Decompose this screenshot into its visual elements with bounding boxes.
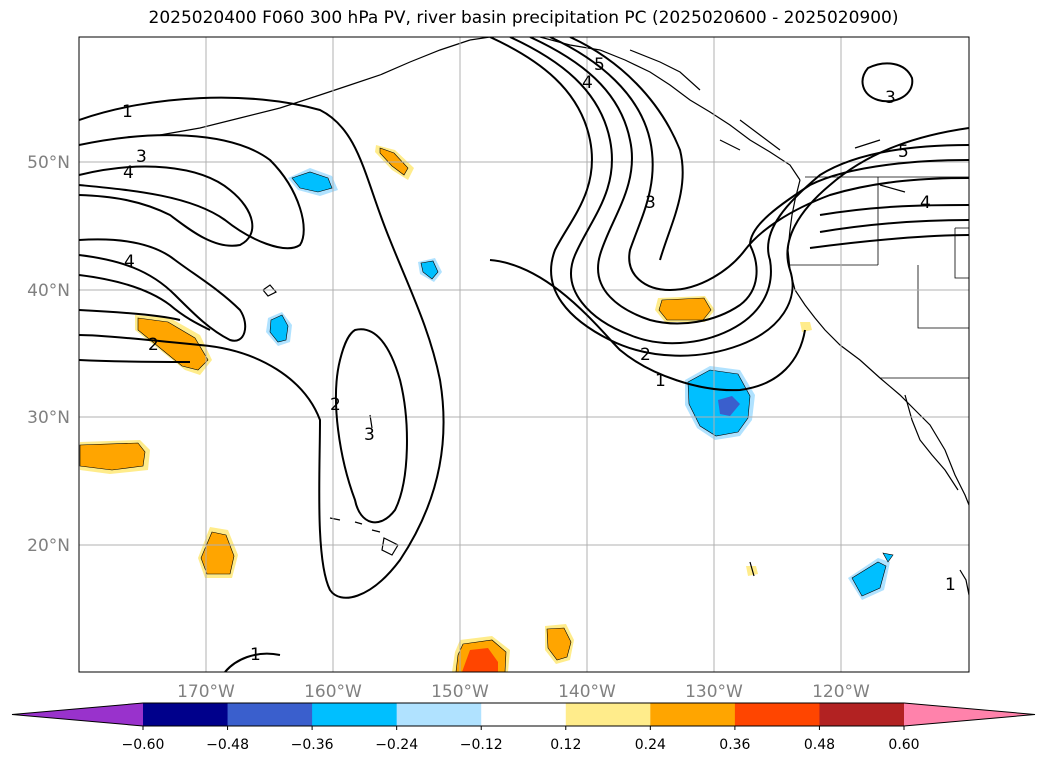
colorbar-tick-label: −0.48 [206, 737, 249, 753]
lon-label: 120°W [812, 682, 870, 702]
contour-label: 1 [250, 645, 261, 665]
colorbar-tick-label: 0.36 [719, 737, 750, 753]
pv-contours [79, 37, 969, 672]
contour-label: 3 [136, 147, 147, 167]
contour-label: 3 [364, 425, 375, 445]
colorbar-segment [312, 703, 398, 726]
contour-label: 5 [594, 55, 605, 75]
contour-label: 4 [920, 193, 931, 213]
lon-label: 150°W [431, 682, 489, 702]
colorbar-segment [565, 703, 651, 726]
lat-label: 50°N [27, 153, 70, 173]
contour-label: 4 [123, 163, 134, 183]
precip-shading [79, 145, 894, 672]
precip-blob [658, 297, 712, 321]
colorbar-segment [227, 703, 313, 726]
colorbar-tick-label: 0.24 [635, 737, 666, 753]
contour-label: 3 [645, 193, 656, 213]
contour-label: 2 [148, 335, 159, 355]
precip-blob [420, 260, 439, 280]
precip-blob [462, 648, 498, 672]
lat-labels: 50°N 40°N 30°N 20°N [27, 153, 70, 556]
colorbar-segment [143, 703, 229, 726]
colorbar-segment [396, 703, 482, 726]
contour-label: 4 [124, 252, 135, 272]
contour-label: 1 [122, 102, 133, 122]
precip-blob [800, 322, 812, 332]
precip-blob [79, 442, 146, 471]
colorbar-tick-label: 0.12 [550, 737, 581, 753]
lat-label: 20°N [27, 536, 70, 556]
contour-label: 5 [898, 142, 909, 162]
contour-label: 1 [655, 371, 666, 391]
precip-blob [851, 561, 887, 597]
colorbar-tick-label: −0.36 [291, 737, 334, 753]
contour-labels: 1 3 4 4 2 2 3 5 4 3 2 1 3 5 4 1 1 [122, 55, 956, 665]
precip-blob [200, 531, 235, 575]
contour-label: 4 [582, 73, 593, 93]
colorbar-extend-max [904, 703, 1035, 726]
lon-label: 130°W [685, 682, 743, 702]
contour-label: 1 [945, 575, 956, 595]
precip-blob [137, 317, 209, 371]
coastlines [159, 37, 969, 596]
colorbar-tick-label: −0.12 [460, 737, 503, 753]
colorbar-segment [650, 703, 736, 726]
lon-label: 140°W [558, 682, 616, 702]
precip-blob [291, 171, 333, 193]
colorbar-tick-label: −0.60 [122, 737, 165, 753]
precip-blob [546, 627, 572, 661]
map-title: 2025020400 F060 300 hPa PV, river basin … [148, 8, 899, 28]
lat-label: 30°N [27, 408, 70, 428]
colorbar-segment [734, 703, 820, 726]
precip-blob [718, 396, 740, 416]
contour-label: 2 [330, 395, 341, 415]
map-border [78, 36, 970, 673]
graticule [79, 37, 969, 672]
lon-labels: 170°W 160°W 150°W 140°W 130°W 120°W [177, 682, 870, 702]
colorbar-tick-label: 0.60 [888, 737, 919, 753]
contour-label: 2 [640, 345, 651, 365]
lat-label: 40°N [27, 281, 70, 301]
colorbar-extend-min [12, 703, 143, 726]
colorbar: −0.60 −0.48 −0.36 −0.24 −0.12 0.12 0.24 0.36 0.4… [11, 702, 1036, 753]
colorbar-tick-label: 0.48 [804, 737, 835, 753]
lon-label: 160°W [304, 682, 362, 702]
precip-blob [269, 314, 289, 343]
contour-label: 3 [885, 88, 896, 108]
colorbar-tick-label: −0.24 [375, 737, 418, 753]
colorbar-segment [481, 703, 567, 726]
colorbar-segment [819, 703, 905, 726]
lon-label: 170°W [177, 682, 235, 702]
